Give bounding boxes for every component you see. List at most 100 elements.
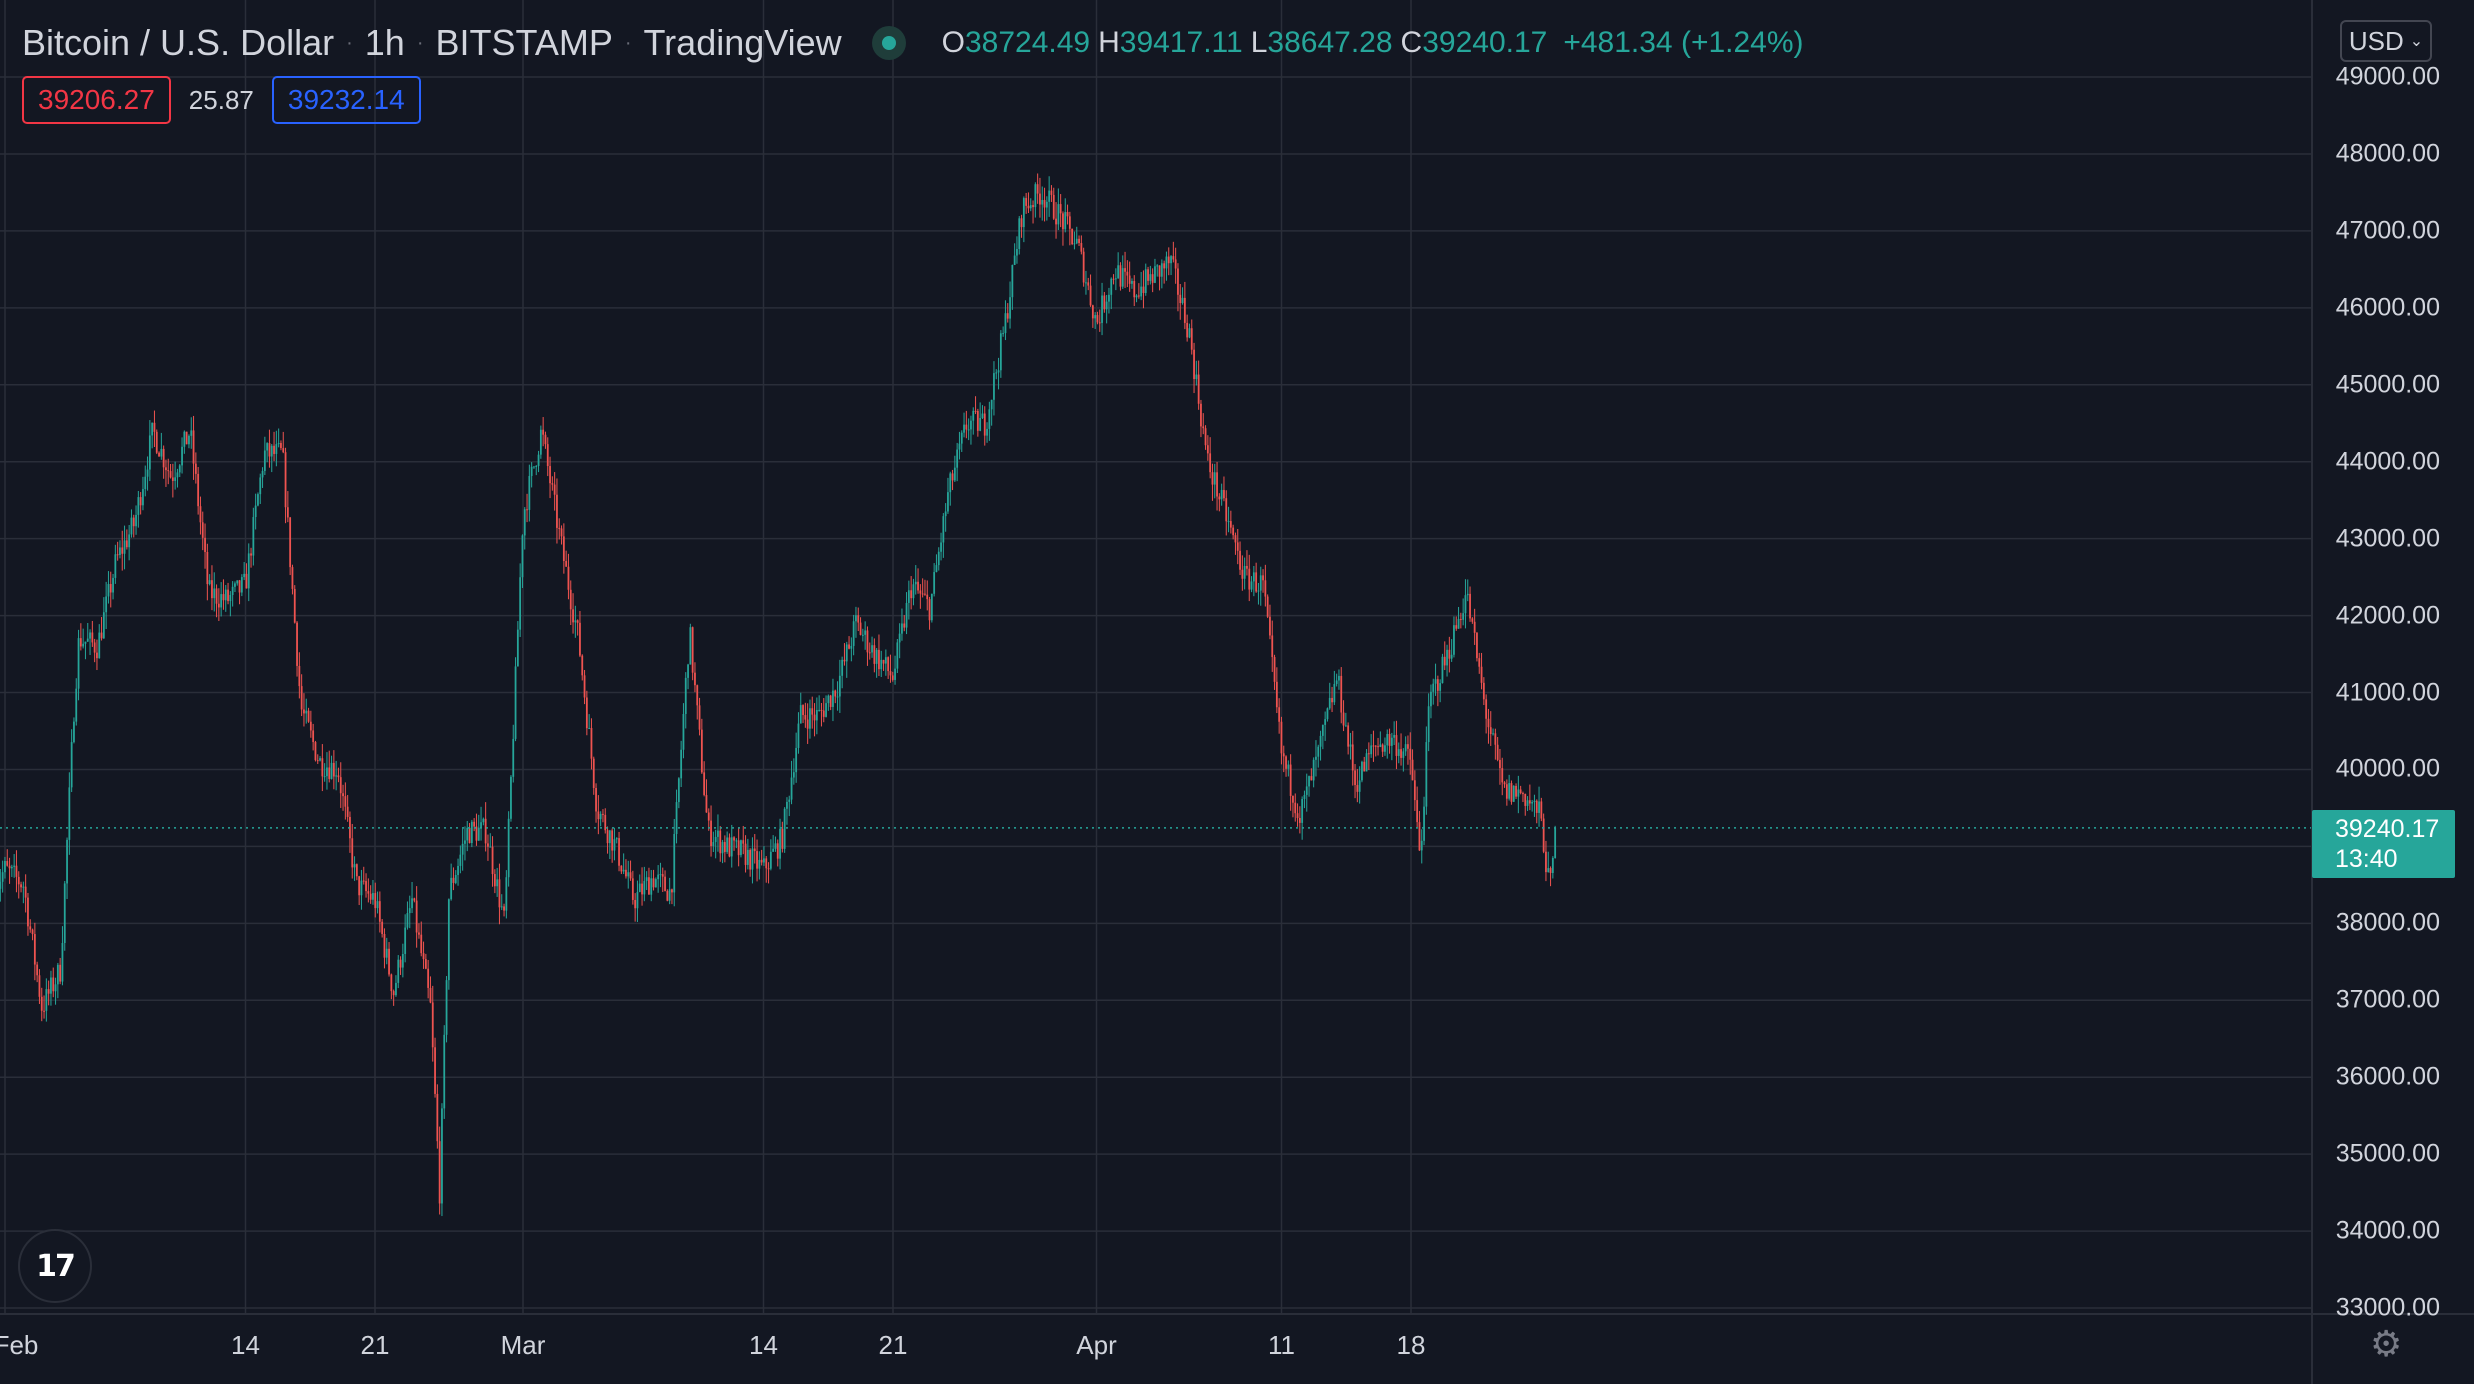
candle-body	[1505, 784, 1508, 799]
candle-body	[309, 721, 312, 731]
chart-legend: Bitcoin / U.S. Dollar · 1h · BITSTAMP · …	[22, 18, 1804, 68]
candle-body	[740, 840, 742, 856]
candle-body	[880, 659, 883, 670]
candle-body	[1009, 297, 1011, 319]
candle-body	[473, 821, 476, 827]
candle-body	[33, 934, 36, 965]
candle-body	[1372, 745, 1375, 747]
y-tick-label: 42000.00	[2335, 601, 2440, 630]
candle-body	[795, 747, 798, 773]
candle-body	[420, 934, 423, 954]
candle-body	[1089, 285, 1092, 306]
candle-body	[1411, 759, 1414, 781]
candle-body	[664, 876, 666, 891]
candle-body	[905, 602, 908, 628]
candle-body	[84, 641, 87, 644]
candle-body	[1466, 593, 1469, 596]
candle-body	[549, 466, 551, 484]
currency-dropdown[interactable]: USD ⌄	[2340, 20, 2432, 62]
candle-body	[300, 686, 303, 710]
candle-body	[100, 632, 103, 639]
candle-body	[10, 866, 13, 869]
candle-body	[236, 580, 239, 584]
candle-body	[1542, 818, 1545, 852]
candle-body	[151, 422, 154, 436]
candle-body	[1160, 263, 1163, 277]
candle-body	[171, 477, 174, 481]
horizontal-grid	[0, 76, 2312, 1309]
candle-body	[1377, 746, 1379, 748]
candle-body	[38, 975, 41, 997]
candle-body	[220, 594, 223, 608]
candle-body	[1020, 218, 1023, 228]
candle-body	[1181, 297, 1184, 304]
candle-body	[809, 708, 811, 729]
candle-body	[96, 652, 98, 659]
candle-body	[861, 634, 864, 636]
candle-body	[224, 589, 227, 601]
candle-body	[834, 690, 837, 697]
candle-body	[1469, 593, 1471, 619]
candle-body	[135, 514, 137, 527]
candle-body	[1455, 625, 1458, 629]
candle-body	[17, 876, 20, 885]
candle-body	[275, 444, 278, 454]
x-tick-label: Apr	[1076, 1330, 1117, 1360]
candle-body	[544, 434, 547, 445]
candle-body	[687, 664, 689, 678]
buy-price-button[interactable]: 39232.14	[271, 76, 421, 124]
candle-body	[496, 879, 499, 887]
candle-body	[1032, 205, 1034, 208]
candle-body	[1050, 190, 1053, 195]
candle-body	[70, 742, 73, 788]
candle-body	[700, 729, 703, 773]
candle-body	[1206, 445, 1209, 454]
candle-body	[1499, 759, 1501, 769]
candle-body	[857, 615, 860, 623]
candle-body	[447, 899, 450, 981]
candle-body	[107, 584, 110, 597]
candle-body	[358, 876, 361, 896]
candle-body	[875, 649, 878, 664]
candle-body	[677, 778, 680, 803]
candle-body	[144, 476, 147, 490]
candle-body	[903, 623, 906, 628]
candle-body	[411, 898, 413, 909]
candle-body	[1200, 403, 1202, 427]
candle-body	[526, 509, 528, 511]
candle-body	[1342, 712, 1345, 726]
tradingview-logo[interactable]: 17	[18, 1229, 92, 1303]
candle-body	[1390, 737, 1393, 746]
candle-body	[1048, 190, 1051, 202]
symbol-name[interactable]: Bitcoin / U.S. Dollar	[22, 22, 335, 63]
candle-body	[128, 534, 131, 548]
candle-body	[1057, 204, 1060, 225]
interval-label[interactable]: 1h	[364, 22, 405, 63]
candle-body	[567, 566, 570, 590]
candle-body	[942, 516, 945, 543]
candle-body	[507, 818, 510, 878]
candle-body	[615, 838, 618, 840]
candle-body	[1246, 565, 1248, 569]
sell-price-button[interactable]: 39206.27	[22, 76, 171, 124]
candle-body	[1234, 535, 1237, 543]
candle-body	[749, 849, 752, 870]
candle-body	[604, 814, 607, 831]
y-tick-label: 46000.00	[2335, 293, 2440, 322]
candle-body	[696, 685, 699, 706]
candle-body	[215, 588, 218, 604]
candle-body	[1326, 708, 1329, 720]
candle-series[interactable]	[0, 173, 1557, 1217]
candle-body	[949, 473, 952, 493]
candle-body	[944, 511, 947, 517]
candle-body	[1370, 745, 1373, 755]
candle-body	[245, 573, 248, 589]
candle-body	[15, 865, 18, 877]
market-status-icon[interactable]	[871, 26, 906, 60]
candle-body	[643, 880, 646, 895]
candle-body	[1464, 595, 1467, 614]
settings-gear-icon[interactable]: ⚙	[2370, 1323, 2403, 1364]
candle-body	[813, 714, 816, 721]
candle-body	[1101, 295, 1103, 323]
